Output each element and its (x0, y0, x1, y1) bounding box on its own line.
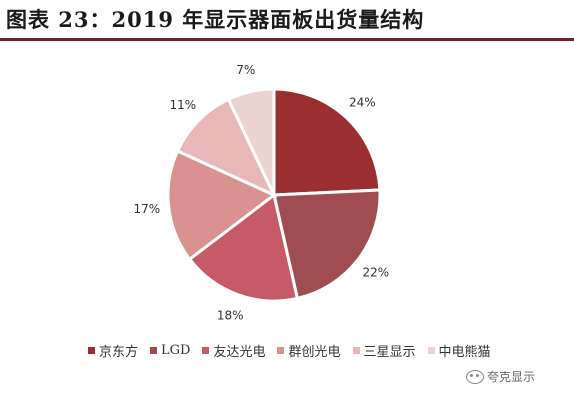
page-title: 图表 23：2019 年显示器面板出货量结构 (6, 7, 425, 32)
legend-label-0: 京东方 (99, 345, 139, 360)
slice-label-3: 17% (133, 202, 160, 216)
pie-slice-2 (187, 192, 300, 303)
legend-swatch-1 (150, 347, 158, 354)
wechat-icon (466, 369, 484, 384)
legend-item-4: 三星显示 (352, 341, 416, 360)
title-divider (0, 38, 574, 41)
watermark: 夸克显示 (466, 368, 535, 385)
legend-label-4: 三星显示 (363, 345, 416, 360)
legend-item-2: 友达光电 (202, 341, 265, 360)
slice-label-1: 22% (363, 266, 390, 280)
legend-swatch-0 (88, 347, 95, 354)
slice-label-0: 24% (349, 95, 376, 109)
pie-slice-3 (166, 148, 277, 262)
legend-swatch-2 (202, 347, 210, 354)
legend-swatch-4 (352, 347, 360, 354)
legend-label-1: LGD (161, 343, 191, 358)
legend-label-3: 群创光电 (288, 345, 341, 360)
legend-item-5: 中电熊猫 (427, 341, 491, 360)
watermark-text: 夸克显示 (487, 370, 536, 384)
legend-label-2: 友达光电 (213, 345, 266, 360)
pie-slice-5 (226, 87, 276, 196)
legend-swatch-3 (277, 347, 285, 354)
slice-label-4: 11% (169, 98, 196, 112)
slice-label-5: 7% (236, 63, 255, 77)
chart-legend: 京东方 LGD 友达光电 群创光电 三星显示 中电熊猫 (88, 341, 491, 360)
legend-item-1: LGD (150, 343, 190, 358)
legend-item-0: 京东方 (88, 341, 138, 360)
legend-label-5: 中电熊猫 (438, 345, 491, 360)
legend-item-3: 群创光电 (277, 341, 341, 360)
legend-swatch-5 (427, 347, 435, 354)
pie-slice-0 (272, 87, 382, 197)
pie-slice-1 (272, 188, 382, 301)
slice-label-2: 18% (217, 308, 244, 322)
